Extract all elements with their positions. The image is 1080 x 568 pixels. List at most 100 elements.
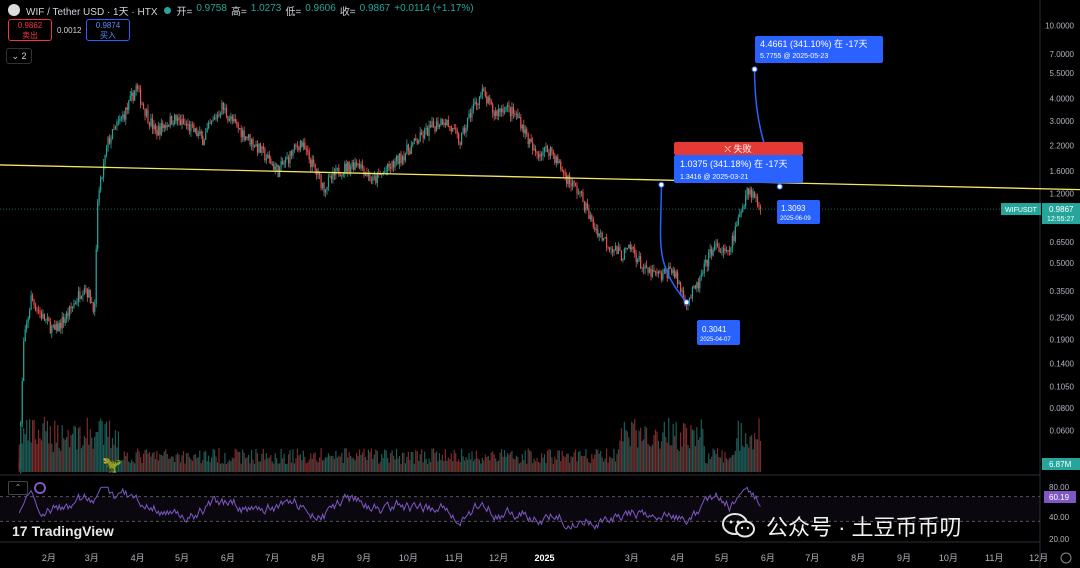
candle-body [404, 153, 407, 161]
candle-body [659, 271, 661, 273]
buy-button[interactable]: 0.9874 买入 [86, 19, 130, 41]
candle-body [461, 133, 463, 145]
countdown-tag: 12:55:27 [1047, 216, 1074, 223]
volume-bar [455, 453, 457, 472]
volume-bar [517, 456, 519, 472]
time-tick-label: 10月 [399, 553, 418, 563]
volume-bar [95, 431, 97, 472]
price-tick-label: 10.0000 [1045, 22, 1074, 31]
collapse-indicators-button[interactable]: ⌄ 2 [6, 48, 32, 64]
projection-1-box[interactable] [674, 155, 803, 183]
candle-body [255, 144, 257, 147]
volume-bar [458, 459, 460, 472]
candle-body [694, 286, 696, 289]
fail-badge[interactable] [674, 142, 803, 155]
candle-body [545, 146, 547, 148]
volume-bar [313, 453, 315, 472]
volume-bar [347, 457, 349, 472]
candle-body [465, 127, 467, 133]
time-tick-label: 8月 [311, 553, 325, 563]
time-tick-label: 11月 [445, 553, 463, 563]
candle-body [258, 143, 260, 153]
sell-button[interactable]: 0.9862 卖出 [8, 19, 52, 41]
candle-body [443, 122, 445, 125]
volume-bar [387, 457, 389, 472]
volume-bar [755, 439, 757, 472]
candle-body [119, 118, 121, 121]
anchor-point[interactable] [683, 299, 690, 306]
ohlc-values: 开= 0.9758 高= 1.0273 低= 0.9606 收= 0.9867 +0.0… [177, 3, 474, 18]
candle-body [141, 104, 143, 105]
rsi-settings-icon[interactable] [34, 482, 46, 494]
volume-bar [637, 447, 639, 472]
candle-body [631, 247, 633, 250]
rsi-collapse-button[interactable]: ⌃ [8, 481, 28, 495]
candle-body [487, 97, 489, 104]
tradingview-mark-icon: 17 [12, 523, 28, 539]
volume-bar [171, 456, 173, 472]
volume-bar [591, 453, 593, 472]
trendline[interactable] [0, 164, 1080, 191]
candle-body [98, 190, 100, 202]
volume-bar [107, 436, 109, 472]
candle-body [338, 167, 340, 176]
point-box[interactable] [777, 200, 820, 224]
anchor-point[interactable] [658, 181, 665, 188]
volume-bar [339, 456, 341, 472]
candle-body [126, 107, 128, 110]
anchor-point[interactable] [776, 183, 783, 190]
volume-bar [394, 459, 396, 472]
volume-bar [529, 450, 531, 472]
candle-body [512, 106, 515, 114]
volume-bar [432, 448, 435, 472]
candle-body [705, 259, 707, 264]
volume-bar [660, 441, 662, 472]
projection-1-arrow[interactable] [659, 184, 688, 303]
projection-2-box[interactable] [755, 36, 883, 63]
volume-bar [225, 463, 227, 472]
candle-body [317, 171, 319, 175]
volume-bar [722, 462, 725, 472]
volume-bar [141, 462, 143, 472]
volume-bar [182, 451, 185, 472]
anchor-point[interactable] [751, 66, 758, 73]
time-axis[interactable]: 2月 3月 4月 5月 6月 7月 8月 9月 10月 11月 12月 2025 3月 4月 5月 6月 7月 8… [42, 553, 1048, 563]
candle-body [557, 156, 559, 164]
candle-body [566, 175, 568, 185]
candle-body [287, 157, 290, 164]
candle-body [284, 158, 287, 163]
candle-body [582, 191, 584, 202]
candle-body [616, 246, 618, 254]
volume-bar [85, 438, 87, 472]
symbol-title[interactable]: WIF / Tether USD · 1天 · HTX [26, 6, 158, 18]
volume-bar [242, 449, 244, 472]
candle-body [603, 238, 605, 241]
candle-body [51, 325, 53, 333]
volume-bar [444, 449, 446, 472]
projection-annotations[interactable]: ⛌ 失败 1.0375 (341.18%) 在 -17天 1.3416 @ 2025… [658, 36, 883, 345]
candle-body [711, 248, 713, 256]
volume-bar [629, 446, 631, 472]
volume-bar [129, 462, 131, 472]
rsi-line[interactable] [18, 486, 761, 531]
volume-bar [643, 439, 645, 472]
candle-body [716, 243, 719, 246]
volume-bar [61, 425, 63, 472]
volume-bar [60, 450, 62, 472]
candle-body [148, 122, 151, 126]
volume-bar [699, 437, 701, 472]
candle-body [304, 142, 306, 150]
price-tick-label: 0.3500 [1050, 287, 1075, 296]
volume-bar [128, 461, 130, 472]
volume-bar [321, 460, 324, 472]
candle-body [261, 146, 263, 153]
settings-gear-icon[interactable] [1060, 552, 1072, 564]
rsi-pane[interactable]: 80.00 40.00 20.00 60.19 [0, 483, 1076, 544]
candle-body [685, 304, 688, 306]
low-point-box[interactable] [697, 320, 740, 345]
rsi-tick-label: 80.00 [1049, 483, 1070, 492]
volume-bar [653, 435, 655, 472]
volume-bar [174, 462, 176, 472]
candle-body [675, 272, 677, 278]
